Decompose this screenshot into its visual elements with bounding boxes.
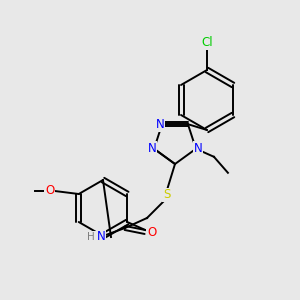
Text: N: N: [97, 230, 105, 244]
Text: N: N: [148, 142, 157, 155]
Text: H: H: [87, 232, 95, 242]
Text: N: N: [194, 142, 202, 155]
Text: N: N: [156, 118, 164, 131]
Text: O: O: [45, 184, 54, 197]
Text: S: S: [163, 188, 171, 202]
Text: O: O: [147, 226, 157, 238]
Text: Cl: Cl: [201, 37, 213, 50]
